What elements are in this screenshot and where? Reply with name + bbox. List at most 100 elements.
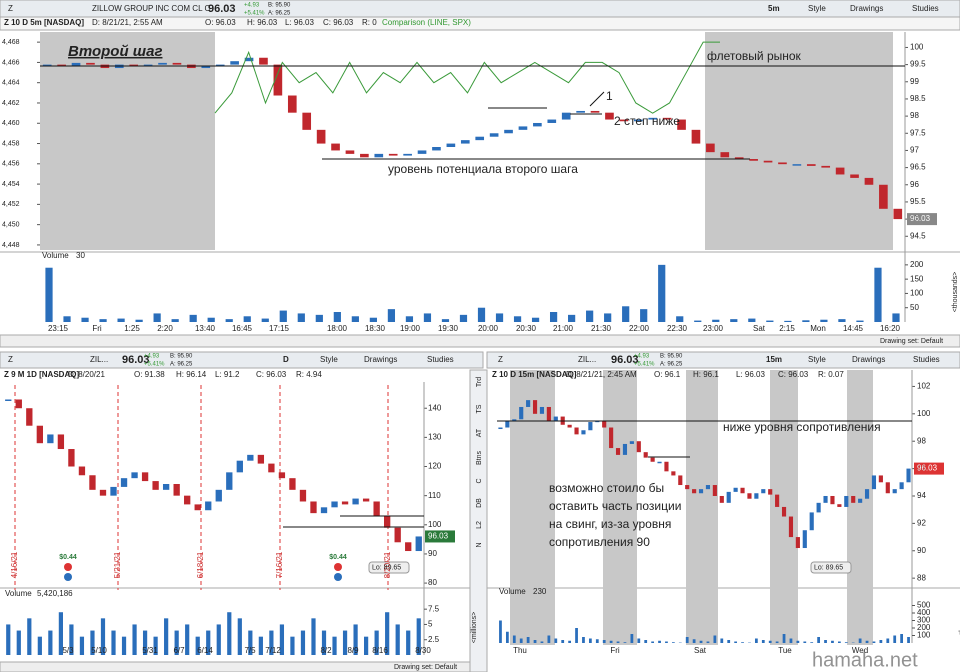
volume-bar <box>207 317 215 322</box>
volume-bar <box>789 638 793 643</box>
volume-bar <box>575 628 578 643</box>
x-tick-label: 8/30 <box>415 646 431 655</box>
side-tab[interactable]: TS <box>476 404 483 413</box>
volume-bar <box>838 319 846 322</box>
drawings-button[interactable]: Drawings <box>364 355 397 364</box>
volume-bar <box>63 316 71 322</box>
studies-button[interactable]: Studies <box>427 355 454 364</box>
drawing-set[interactable]: Drawing set: Default <box>880 338 943 345</box>
header-field: H: 96.03 <box>247 18 278 27</box>
drawings-button[interactable]: Drawings <box>850 4 883 13</box>
candle <box>740 487 745 494</box>
header-field: Z 9 M 1D [NASDAQ] <box>4 370 79 379</box>
candle <box>388 153 398 156</box>
volume-bar <box>111 630 116 655</box>
side-tab[interactable]: DB <box>476 498 483 508</box>
symbol-input[interactable]: Z <box>498 355 503 364</box>
interval-button[interactable]: 15m <box>766 355 782 364</box>
volume-bar <box>713 635 717 643</box>
bl-toolbar <box>0 351 484 369</box>
candle <box>172 62 182 65</box>
candle <box>47 434 54 444</box>
header-field: C: 96.03 <box>778 370 809 379</box>
candle <box>129 64 139 67</box>
side-tab[interactable]: AT <box>476 428 483 437</box>
candle <box>893 208 903 220</box>
style-button[interactable]: Style <box>320 355 338 364</box>
x-tick-label: 23:00 <box>703 324 724 333</box>
candle <box>878 475 883 483</box>
x-tick-label: Sat <box>753 324 766 333</box>
last-price: 96.03 <box>122 354 150 366</box>
header-field: C: 96.03 <box>256 370 287 379</box>
volume-bar <box>531 317 540 322</box>
volume-bar <box>135 319 143 322</box>
volume-bar <box>754 638 758 643</box>
style-button[interactable]: Style <box>808 355 826 364</box>
volume-bar <box>290 636 295 655</box>
event-icon <box>64 573 72 581</box>
candle <box>244 57 254 62</box>
volume-value: 5,420,186 <box>37 589 73 598</box>
candle <box>86 62 95 65</box>
price-flag <box>914 462 944 475</box>
low-label: Lo: 89.65 <box>814 564 843 571</box>
candle <box>162 484 170 490</box>
side-tab[interactable]: Trd <box>476 377 483 387</box>
style-button[interactable]: Style <box>808 4 826 13</box>
side-tab[interactable]: Btns <box>476 451 483 466</box>
x-tick-label: 16:45 <box>232 324 253 333</box>
bid: B: 95.90 <box>170 354 193 360</box>
date-label: 7/16/21 <box>275 551 284 578</box>
volume-bar <box>549 312 558 322</box>
candle <box>775 494 780 507</box>
candle <box>512 419 517 421</box>
volume-bar <box>279 310 287 322</box>
studies-button[interactable]: Studies <box>912 4 939 13</box>
volume-bar <box>748 318 756 322</box>
x-tick-label: 5/31 <box>142 646 158 655</box>
interval-button[interactable]: D <box>283 355 289 364</box>
x-tick-label: 16:20 <box>880 324 901 333</box>
candle <box>287 95 297 113</box>
candle <box>57 64 66 67</box>
ask: A: 96.25 <box>660 362 683 368</box>
candle <box>726 491 731 503</box>
candle <box>622 443 628 455</box>
drawings-button[interactable]: Drawings <box>852 355 885 364</box>
side-tab[interactable]: C <box>476 478 483 483</box>
x-tick-label: 17:15 <box>269 324 290 333</box>
volume-bar <box>734 641 738 643</box>
side-tab[interactable]: L2 <box>476 521 483 529</box>
candle <box>835 167 845 175</box>
volume-bar <box>886 638 890 643</box>
symbol-input[interactable]: Z <box>8 355 13 364</box>
volume-unit: <millions> <box>471 612 478 644</box>
side-tab[interactable]: N <box>476 542 483 547</box>
volume-bar <box>16 630 21 655</box>
x-tick-label: 20:00 <box>478 324 499 333</box>
volume-bar <box>858 638 862 643</box>
candle <box>526 400 531 407</box>
volume-bar <box>730 319 738 322</box>
drawing-set[interactable]: Drawing set: Default <box>394 664 457 671</box>
candle <box>806 164 816 166</box>
candle <box>768 489 773 495</box>
y-tick-label: 97 <box>910 146 919 155</box>
studies-button[interactable]: Studies <box>913 355 940 364</box>
volume-bar <box>844 642 848 643</box>
session-shade <box>40 32 215 250</box>
symbol-input[interactable]: Z <box>8 4 13 13</box>
interval-button[interactable]: 5m <box>768 4 780 13</box>
x-tick-label: Tue <box>778 646 792 655</box>
volume-tick-label: 5 <box>428 620 433 629</box>
y-tick-label: 140 <box>428 403 442 412</box>
volume-value: 30 <box>76 251 85 260</box>
volume-bar <box>602 640 606 643</box>
x-tick-label: 14:45 <box>843 324 864 333</box>
volume-unit: <thousan... <box>959 603 960 638</box>
candle <box>619 119 629 122</box>
candle <box>394 527 401 543</box>
volume-bar <box>300 630 306 655</box>
volume-bar <box>27 618 32 655</box>
